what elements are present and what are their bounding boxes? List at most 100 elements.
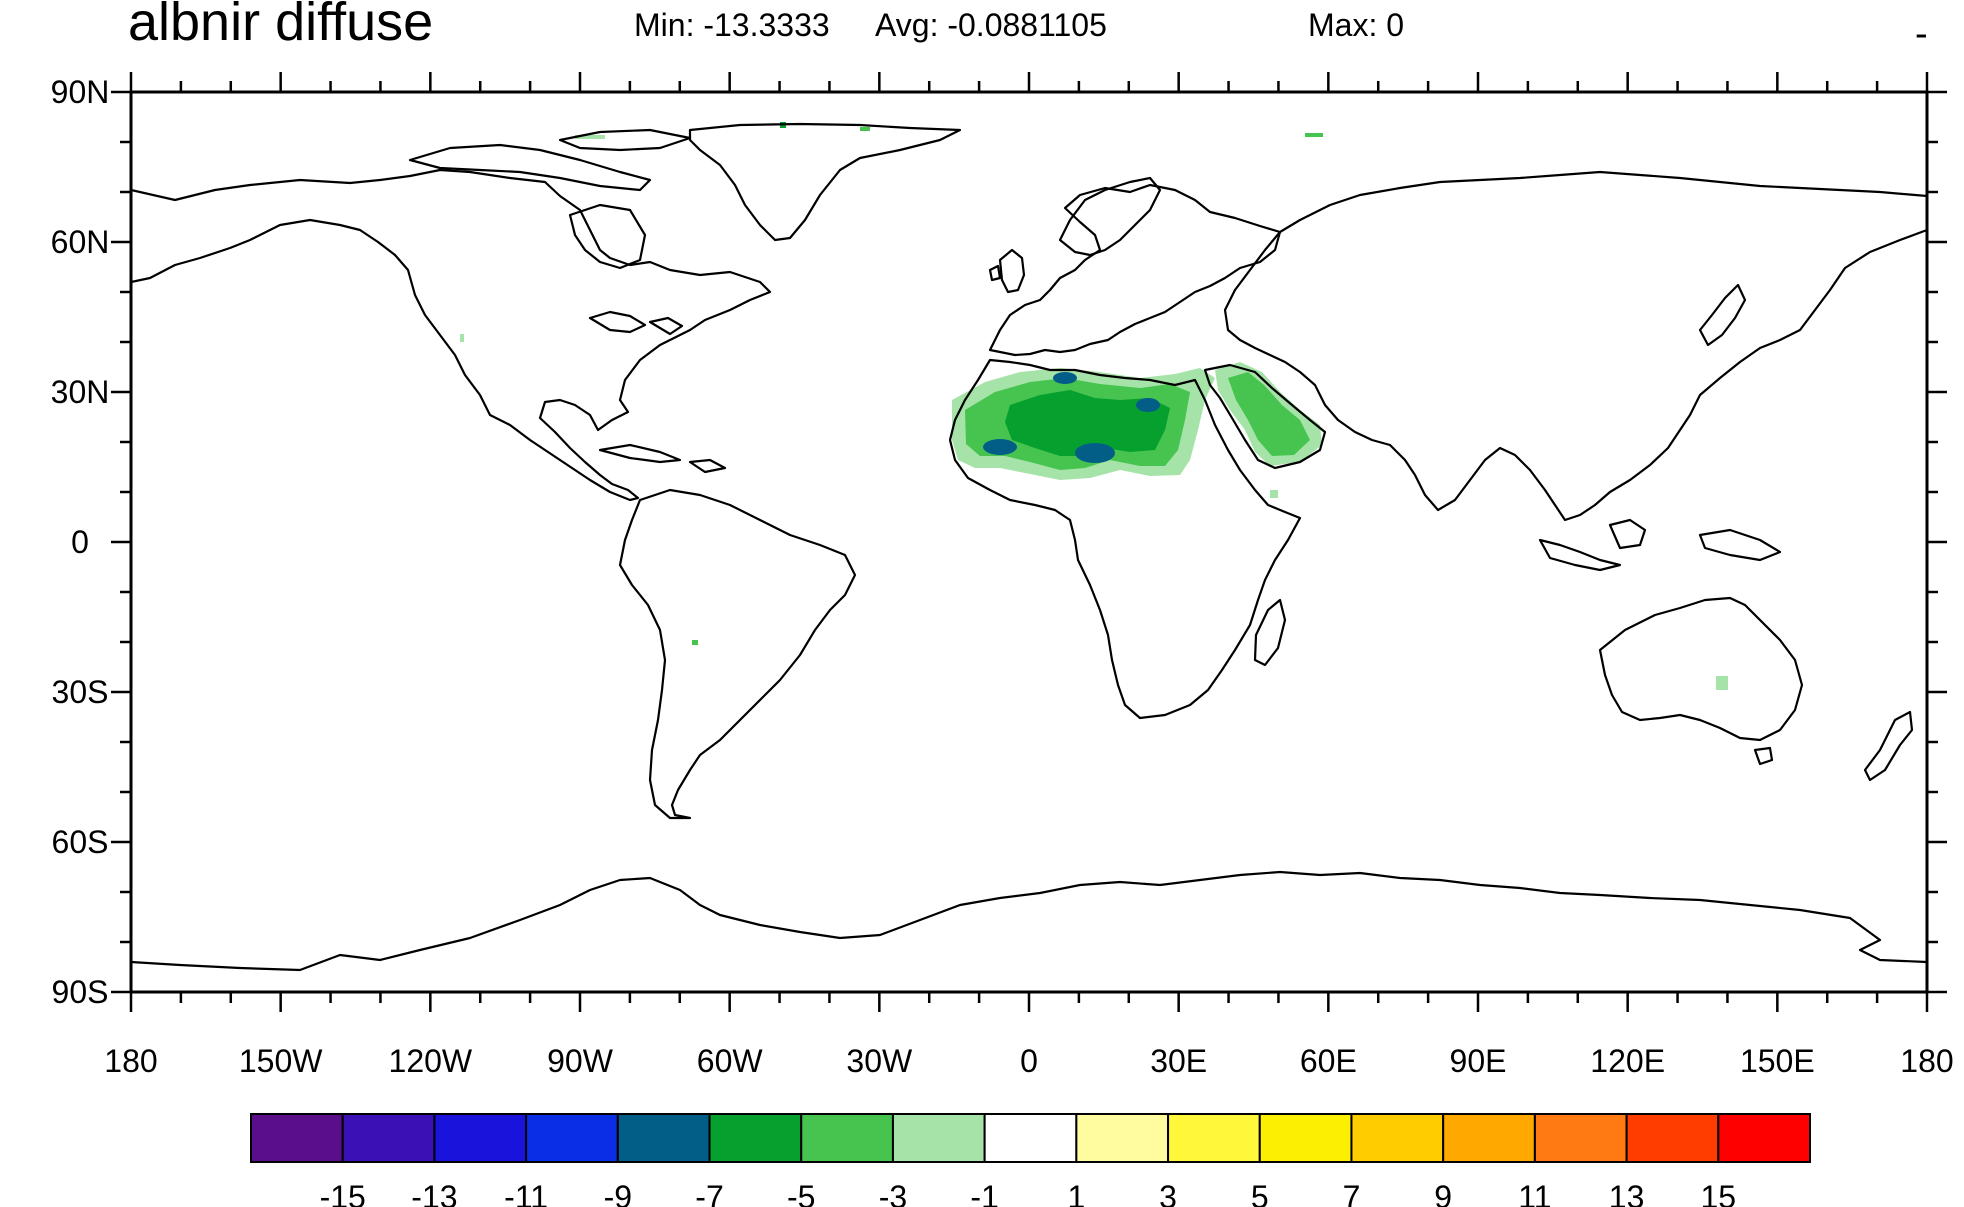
colorbar-label: 5	[1251, 1179, 1269, 1207]
north-america-coast	[131, 168, 772, 502]
colorbar-label: -7	[695, 1179, 723, 1207]
colorbar-label: 1	[1067, 1179, 1085, 1207]
lat-tick-label: 90N	[51, 74, 110, 110]
na-patch	[460, 334, 464, 342]
colorbar-swatch	[1717, 1113, 1811, 1163]
coastlines	[131, 122, 1927, 972]
arctic-patch-3	[1305, 133, 1323, 137]
colorbar-swatch	[1167, 1113, 1261, 1163]
lon-tick-label: 30E	[1150, 1043, 1207, 1079]
japan-coast	[1698, 283, 1747, 347]
sahara-core-east	[1136, 398, 1160, 412]
hudson-bay	[568, 203, 647, 270]
greenland-coast	[688, 122, 962, 242]
colorbar-swatch	[616, 1113, 711, 1163]
colorbar-swatch	[1258, 1113, 1353, 1163]
lat-tick-label: 60S	[52, 824, 109, 860]
max-stat: Max: 0	[1308, 7, 1404, 43]
colorbar-label: 13	[1609, 1179, 1645, 1207]
lat-tick-label: 30S	[52, 674, 109, 710]
sahara-core-west	[983, 439, 1017, 455]
tasmania-coast	[1753, 746, 1774, 766]
colorbar-label: -11	[504, 1179, 548, 1207]
field-shading	[460, 122, 1728, 690]
colorbar-label: -3	[879, 1179, 907, 1207]
min-stat: Min: -13.3333	[634, 7, 830, 43]
colorbar-swatch	[1350, 1113, 1445, 1163]
colorbar-label: 15	[1700, 1179, 1736, 1207]
lat-tick-label: 60N	[51, 224, 110, 260]
lat-tick-label: 0	[71, 524, 89, 560]
colorbar-swatch	[433, 1113, 528, 1163]
lat-tick-label: 90S	[52, 974, 109, 1010]
colorbar-swatch	[1625, 1113, 1720, 1163]
south-america-coast	[618, 488, 857, 820]
colorbar-swatch	[525, 1113, 619, 1163]
colorbar-swatch	[1075, 1113, 1170, 1163]
colorbar-label: -13	[411, 1179, 457, 1207]
africa-coast	[948, 358, 1302, 720]
colorbar-swatch	[1442, 1113, 1536, 1163]
plot-title: albnir diffuse	[128, 0, 433, 52]
arabia-mid-contour	[1228, 372, 1310, 456]
avg-stat: Avg: -0.0881105	[875, 7, 1107, 43]
colorbar	[250, 1113, 1811, 1163]
australia-coast	[1598, 596, 1804, 742]
new-zealand-coast	[1863, 710, 1914, 782]
madagascar-coast	[1253, 598, 1287, 667]
colorbar-label: 9	[1434, 1179, 1452, 1207]
colorbar-label: 7	[1343, 1179, 1361, 1207]
colorbar-swatch	[250, 1113, 344, 1163]
great-lakes	[588, 310, 684, 336]
lat-tick-label: 30N	[51, 374, 110, 410]
colorbar-labels: -15 -13 -11 -9 -7 -5 -3 -1 1 3 5 7 9 11 13 15	[320, 1179, 1737, 1207]
colorbar-label: -9	[604, 1179, 632, 1207]
lon-tick-label: 60E	[1300, 1043, 1357, 1079]
axis-labels: 180 150W 120W 90W 60W 30W 0 30E 60E 90E 120E 150E 18…	[51, 74, 1954, 1079]
antarctica-coast	[131, 870, 1927, 972]
colorbar-swatch	[341, 1113, 436, 1163]
lon-tick-label: 150E	[1740, 1043, 1815, 1079]
colorbar-label: 3	[1159, 1179, 1177, 1207]
colorbar-swatch	[800, 1113, 894, 1163]
indonesia-coast	[1538, 518, 1782, 572]
corner-mark: -	[1915, 13, 1928, 55]
colorbar-swatch	[708, 1113, 803, 1163]
map-frame	[129, 90, 1929, 994]
lon-tick-label: 120E	[1590, 1043, 1665, 1079]
asia-coast	[1223, 170, 1927, 522]
colorbar-label: -15	[320, 1179, 366, 1207]
arabia-coast	[1203, 363, 1327, 470]
map-panel: 180 150W 120W 90W 60W 30W 0 30E 60E 90E 120E 150E 18…	[51, 72, 1954, 1079]
lon-tick-label: 150W	[239, 1043, 323, 1079]
sahara-core-north	[1053, 372, 1077, 384]
lon-tick-label: 180	[104, 1043, 157, 1079]
colorbar-label: -1	[970, 1179, 998, 1207]
arctic-patch-1	[860, 127, 870, 131]
uk-coast	[988, 248, 1026, 294]
greenland-patch	[575, 135, 605, 139]
lon-tick-label: 30W	[846, 1043, 913, 1079]
arctic-islands	[408, 128, 692, 192]
colorbar-swatch	[891, 1113, 986, 1163]
axis-ticks	[111, 72, 1947, 1012]
colorbar-swatch	[1533, 1113, 1628, 1163]
lon-tick-label: 60W	[697, 1043, 764, 1079]
lon-tick-label: 0	[1020, 1043, 1038, 1079]
ethiopia-patch	[1270, 490, 1278, 498]
sahara-core-central	[1075, 443, 1115, 463]
sahara-inner-contour	[1005, 390, 1170, 456]
caribbean	[598, 443, 727, 474]
lon-tick-label: 90E	[1450, 1043, 1507, 1079]
lon-tick-label: 180	[1900, 1043, 1953, 1079]
scandinavia-coast	[1058, 176, 1162, 257]
lon-tick-label: 120W	[389, 1043, 473, 1079]
sa-patch	[692, 640, 698, 645]
lon-tick-label: 90W	[547, 1043, 614, 1079]
aus-patch	[1716, 676, 1728, 690]
colorbar-label: -5	[787, 1179, 815, 1207]
colorbar-swatch	[983, 1113, 1078, 1163]
colorbar-label: 11	[1518, 1179, 1551, 1207]
europe-coast	[988, 183, 1282, 357]
